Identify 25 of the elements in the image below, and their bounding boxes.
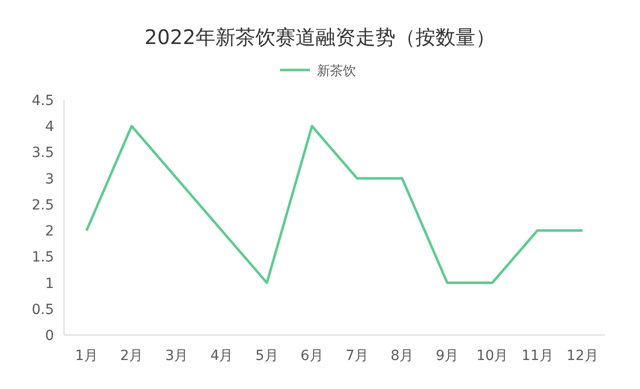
y-tick-label: 1 — [45, 276, 54, 292]
x-tick-label: 10月 — [476, 348, 508, 364]
y-tick-label: 0.5 — [32, 302, 54, 318]
y-tick-label: 3.5 — [32, 145, 54, 162]
x-tick-label: 6月 — [300, 348, 324, 364]
y-tick-label: 3 — [45, 171, 54, 188]
y-tick-label: 4.5 — [32, 93, 54, 109]
x-tick-label: 3月 — [165, 348, 188, 364]
x-tick-label: 1月 — [75, 348, 98, 364]
x-tick-label: 7月 — [346, 348, 369, 364]
y-tick-label: 2.5 — [32, 197, 54, 214]
chart-title: 2022年新茶饮赛道融资走势（按数量） — [144, 25, 496, 49]
x-tick-label: 8月 — [390, 348, 414, 364]
x-tick-label: 2月 — [120, 348, 144, 364]
x-tick-label: 4月 — [210, 348, 234, 364]
x-tick-label: 12月 — [566, 348, 598, 364]
x-tick-label: 11月 — [521, 348, 554, 364]
y-tick-label: 1.5 — [32, 250, 54, 266]
y-tick-label: 2 — [45, 224, 54, 240]
line-series — [85, 124, 584, 284]
legend-label: 新茶饮 — [317, 64, 356, 79]
y-tick-label: 0 — [45, 328, 54, 344]
x-tick-label: 5月 — [255, 348, 278, 364]
x-tick-label: 9月 — [436, 348, 459, 364]
y-tick-label: 4 — [45, 119, 54, 136]
